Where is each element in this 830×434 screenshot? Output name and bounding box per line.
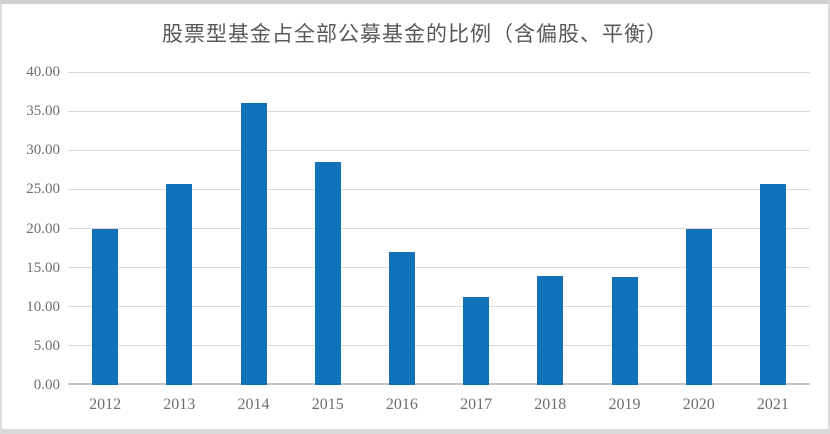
bar-2016: [388, 251, 415, 385]
y-tick-label: 35.00: [26, 103, 60, 120]
x-tick-label: 2018: [534, 396, 567, 413]
x-tick-label: 2012: [89, 396, 122, 413]
x-tick-label: 2016: [385, 396, 418, 413]
y-tick-label: 15.00: [26, 259, 60, 276]
x-tick-label: 2015: [311, 396, 344, 413]
x-tick-label: 2013: [163, 396, 196, 413]
y-tick-label: 30.00: [26, 142, 60, 159]
y-axis: 40.00 35.00 30.00 25.00 20.00 15.00 10.00 5.00 0…: [2, 64, 60, 393]
gridline: [68, 188, 810, 190]
bar-2020: [685, 229, 712, 385]
y-tick-label: 20.00: [26, 220, 60, 237]
y-tick-label: 40.00: [26, 64, 60, 80]
bar-2021: [759, 183, 786, 385]
bar-2015: [314, 162, 341, 385]
gridline: [68, 267, 810, 269]
gridline: [68, 306, 810, 308]
x-tick-label: 2017: [460, 396, 493, 413]
chart-title: 股票型基金占全部公募基金的比例（含偏股、平衡）: [162, 22, 668, 46]
x-axis: 2012 2013 2014 2015 2016 2017 2018 2019 2020 2021: [68, 396, 810, 420]
x-tick-label: 2019: [608, 396, 641, 413]
x-tick-label: 2014: [237, 396, 270, 413]
bar-2018: [537, 276, 564, 385]
bar-2014: [240, 102, 267, 385]
gridline: [68, 71, 810, 73]
bar-2019: [611, 277, 638, 385]
gridline: [68, 110, 810, 112]
gridline: [68, 149, 810, 151]
y-tick-label: 10.00: [26, 298, 60, 315]
bar-2013: [166, 183, 193, 385]
x-axis-line: [68, 383, 810, 385]
bar-2017: [463, 296, 490, 385]
y-tick-label: 25.00: [26, 181, 60, 198]
x-tick-label: 2021: [756, 396, 789, 413]
y-tick-label: 5.00: [33, 337, 60, 354]
plot-area: [68, 71, 810, 385]
x-tick-label: 2020: [682, 396, 715, 413]
gridline: [68, 228, 810, 229]
gridline: [68, 345, 810, 347]
y-tick-label: 0.00: [33, 377, 60, 393]
bar-2012: [92, 229, 119, 385]
